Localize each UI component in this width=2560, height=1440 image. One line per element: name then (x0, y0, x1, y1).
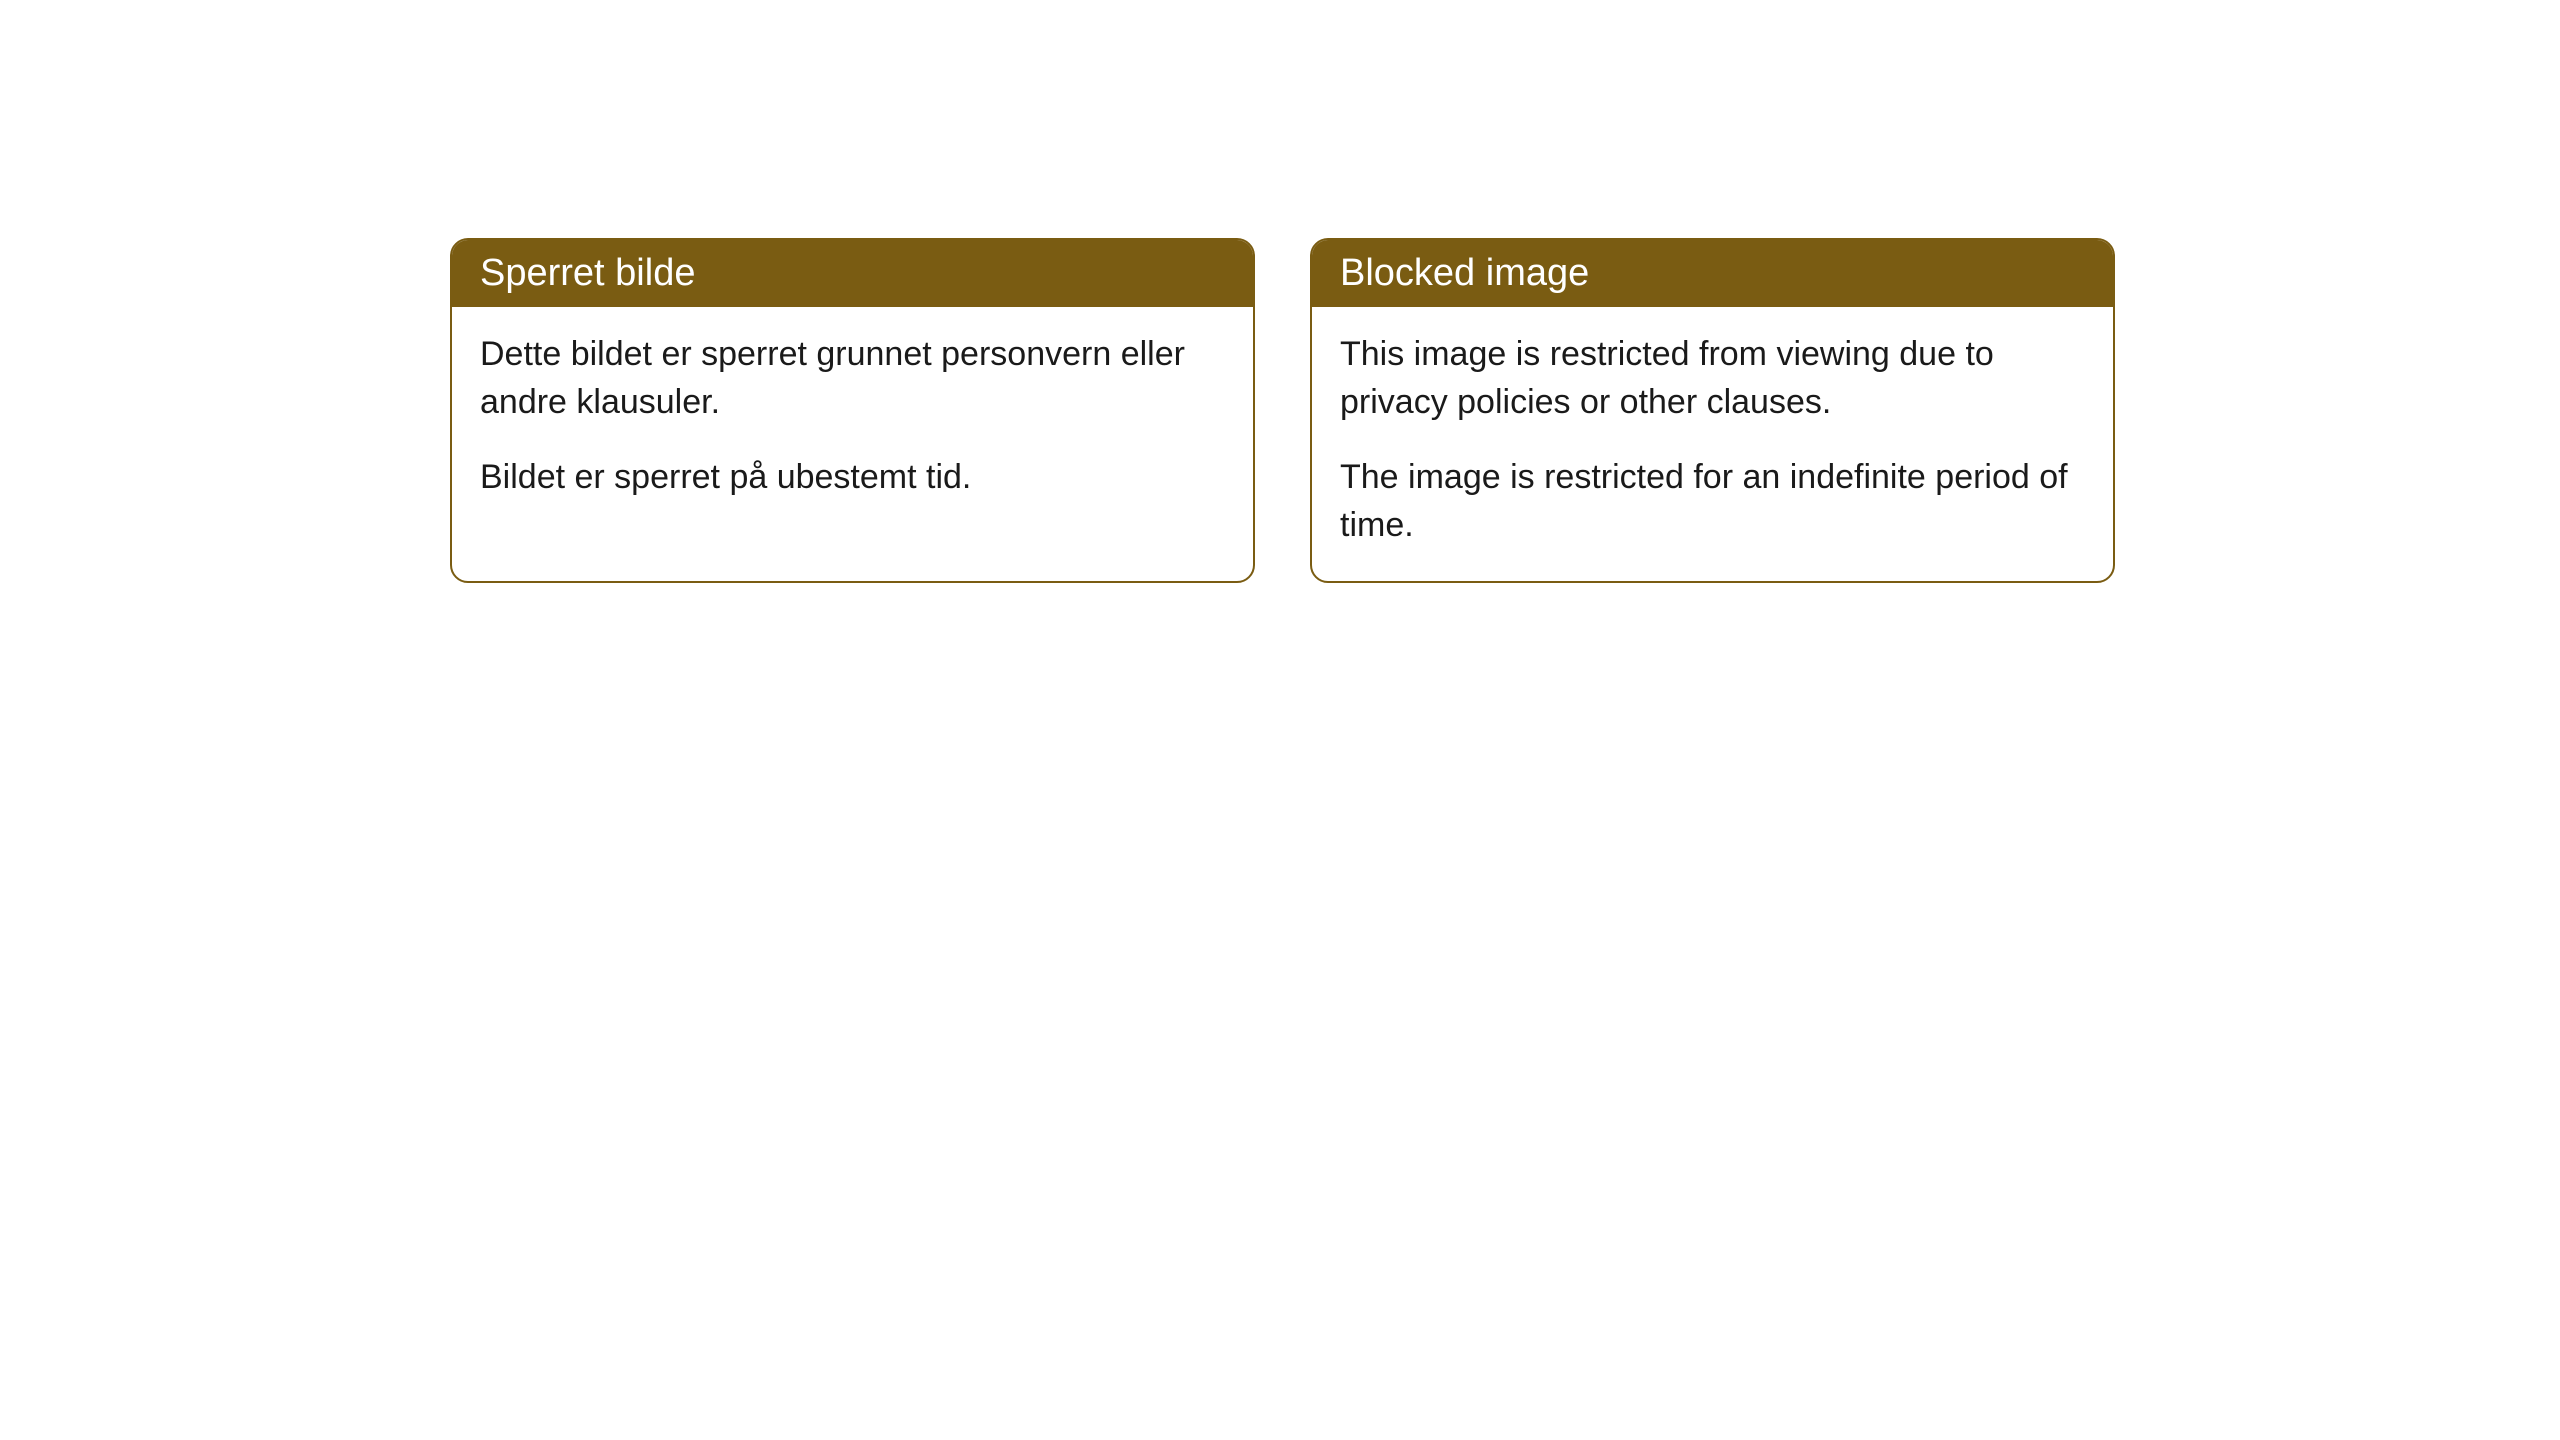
card-title: Sperret bilde (480, 252, 695, 294)
card-paragraph: This image is restricted from viewing du… (1340, 331, 2085, 426)
blocked-image-card-english: Blocked image This image is restricted f… (1310, 238, 2115, 583)
card-body: This image is restricted from viewing du… (1312, 307, 2113, 581)
card-title: Blocked image (1340, 252, 1589, 294)
card-body: Dette bildet er sperret grunnet personve… (452, 307, 1253, 534)
card-header: Sperret bilde (452, 240, 1253, 307)
card-header: Blocked image (1312, 240, 2113, 307)
blocked-image-card-norwegian: Sperret bilde Dette bildet er sperret gr… (450, 238, 1255, 583)
card-paragraph: The image is restricted for an indefinit… (1340, 454, 2085, 549)
notice-cards-container: Sperret bilde Dette bildet er sperret gr… (450, 238, 2115, 583)
card-paragraph: Dette bildet er sperret grunnet personve… (480, 331, 1225, 426)
card-paragraph: Bildet er sperret på ubestemt tid. (480, 454, 1225, 502)
